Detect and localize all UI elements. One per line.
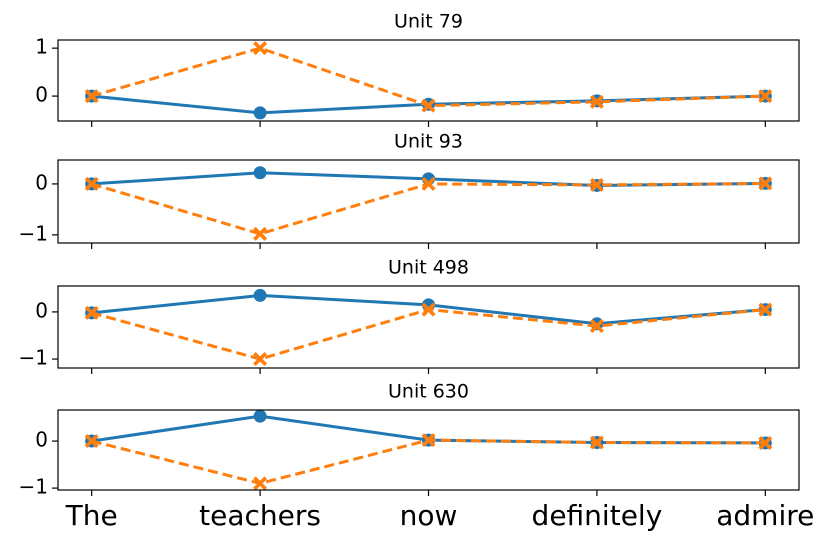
point <box>84 176 99 191</box>
y-tick-label: 0 <box>35 170 48 194</box>
y-tick-label: 0 <box>35 83 48 107</box>
x-tick-label: teachers <box>199 499 321 532</box>
point <box>253 352 268 367</box>
point <box>421 433 436 448</box>
point <box>253 226 268 241</box>
y-tick-label: −1 <box>19 475 48 499</box>
y-tick-label: 1 <box>35 35 48 59</box>
point <box>758 302 773 317</box>
axes-frame <box>57 285 800 369</box>
point <box>253 288 267 302</box>
point <box>421 176 436 191</box>
axes-frame <box>57 409 800 491</box>
series-line <box>91 181 766 236</box>
subplot-title: Unit 498 <box>388 257 469 279</box>
point <box>758 176 773 191</box>
point <box>253 41 268 56</box>
point <box>253 476 268 491</box>
point <box>589 177 604 192</box>
subplot-title: Unit 630 <box>388 381 469 403</box>
point <box>84 89 99 104</box>
x-tick-label: admire <box>716 499 814 532</box>
x-tick-label: definitely <box>532 499 663 532</box>
point <box>421 302 436 317</box>
point <box>589 94 604 109</box>
series-line <box>91 46 766 108</box>
point <box>253 166 267 180</box>
point <box>253 106 267 120</box>
x-tick-label: now <box>400 499 458 532</box>
point <box>253 409 267 423</box>
point <box>84 434 99 449</box>
subplot-title: Unit 93 <box>394 131 463 153</box>
y-tick-label: −1 <box>19 221 48 245</box>
point <box>421 98 436 113</box>
y-tick-label: −1 <box>19 346 48 370</box>
y-tick-label: 0 <box>35 428 48 452</box>
point <box>589 319 604 334</box>
point <box>758 435 773 450</box>
point <box>758 89 773 104</box>
x-tick-label: The <box>65 499 118 532</box>
subplot-title: Unit 79 <box>394 11 463 33</box>
point <box>84 305 99 320</box>
y-tick-label: 0 <box>35 298 48 322</box>
point <box>589 435 604 450</box>
